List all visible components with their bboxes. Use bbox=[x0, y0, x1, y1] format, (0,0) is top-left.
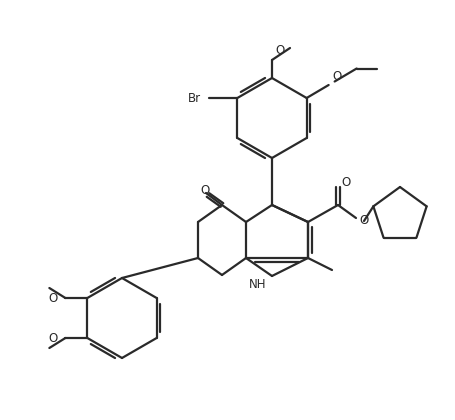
Text: O: O bbox=[341, 176, 350, 189]
Text: NH: NH bbox=[248, 278, 266, 291]
Text: O: O bbox=[359, 215, 368, 228]
Text: O: O bbox=[275, 44, 284, 57]
Text: O: O bbox=[48, 291, 57, 304]
Text: Br: Br bbox=[188, 92, 202, 105]
Text: O: O bbox=[200, 184, 210, 197]
Text: O: O bbox=[48, 331, 57, 344]
Text: O: O bbox=[333, 70, 342, 83]
